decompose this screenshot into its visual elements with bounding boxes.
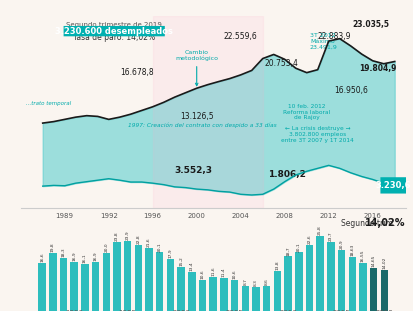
- Text: 1997: Creación del contrato con despido a 33 días: 1997: Creación del contrato con despido …: [128, 122, 276, 128]
- Text: 18,3: 18,3: [62, 247, 65, 257]
- Text: 2005: 2005: [225, 310, 243, 311]
- Bar: [294, 253, 302, 311]
- Bar: [198, 280, 206, 311]
- Bar: [188, 272, 195, 311]
- Text: 2000: 2000: [172, 310, 190, 311]
- Bar: [380, 270, 387, 311]
- Text: Segundo trim.: Segundo trim.: [340, 220, 394, 229]
- Bar: [59, 258, 67, 311]
- Text: 13.126,5: 13.126,5: [180, 112, 214, 121]
- Text: 21,6: 21,6: [147, 238, 151, 247]
- Text: ← La crisis destruye →
3.802.800 empleos
entre 3T 2007 y 1T 2014: ← La crisis destruye → 3.802.800 empleos…: [281, 126, 353, 143]
- Bar: [241, 285, 249, 311]
- Text: 2010: 2010: [278, 310, 296, 311]
- Text: 16,9: 16,9: [72, 251, 76, 261]
- Bar: [81, 264, 88, 311]
- Bar: [326, 242, 334, 311]
- Bar: [369, 268, 377, 311]
- Bar: [220, 278, 227, 311]
- Text: 16.678,8: 16.678,8: [119, 68, 153, 77]
- Bar: [102, 253, 110, 311]
- Text: 11,4: 11,4: [221, 267, 225, 277]
- Text: 2019: 2019: [375, 310, 392, 311]
- Text: 23,8: 23,8: [115, 231, 119, 241]
- Bar: [123, 241, 131, 311]
- Text: 19.804,9: 19.804,9: [358, 64, 396, 73]
- Bar: [316, 236, 323, 311]
- Bar: [252, 287, 259, 311]
- Text: ...trato temporal: ...trato temporal: [26, 100, 71, 105]
- Text: 10,6: 10,6: [200, 270, 204, 279]
- Text: 20,1: 20,1: [157, 242, 161, 252]
- Text: 13,8: 13,8: [275, 260, 279, 270]
- Text: 10 feb. 2012
Reforma laboral
de Rajoy: 10 feb. 2012 Reforma laboral de Rajoy: [282, 104, 330, 120]
- Text: 23,7: 23,7: [328, 231, 332, 241]
- Text: 16,6: 16,6: [40, 252, 44, 262]
- Text: 3.230,6: 3.230,6: [375, 181, 411, 190]
- Bar: [358, 263, 366, 311]
- Text: 22.559,6: 22.559,6: [223, 32, 256, 41]
- Text: 20,9: 20,9: [339, 239, 343, 249]
- Text: 16,9: 16,9: [93, 251, 97, 261]
- Text: 1.806,2: 1.806,2: [268, 170, 305, 179]
- Text: 18,63: 18,63: [349, 244, 354, 256]
- Bar: [134, 244, 142, 311]
- Text: 11,6: 11,6: [211, 267, 215, 276]
- Bar: [152, 16, 262, 208]
- Text: 1990: 1990: [65, 310, 83, 311]
- Text: 3T 2012
Máximo
23.491,9: 3T 2012 Máximo 23.491,9: [309, 33, 336, 50]
- Text: Segundo trimestre de 2019: Segundo trimestre de 2019: [66, 22, 162, 28]
- Text: 2015: 2015: [332, 310, 349, 311]
- Text: 15,2: 15,2: [179, 256, 183, 266]
- Text: 19,8: 19,8: [51, 243, 55, 253]
- Text: 16,55: 16,55: [360, 249, 364, 262]
- Text: 3.230.600 desempleados: 3.230.600 desempleados: [55, 27, 173, 36]
- Bar: [38, 262, 46, 311]
- Bar: [156, 253, 163, 311]
- Text: 10,6: 10,6: [232, 270, 236, 279]
- Bar: [70, 262, 78, 311]
- Text: 14,02: 14,02: [382, 257, 385, 269]
- Bar: [230, 280, 238, 311]
- Text: 22,6: 22,6: [307, 234, 311, 244]
- Bar: [177, 267, 185, 311]
- Bar: [305, 245, 313, 311]
- Text: 23,9: 23,9: [126, 231, 129, 240]
- Text: 20,0: 20,0: [104, 242, 108, 252]
- Bar: [284, 257, 291, 311]
- Text: 13,4: 13,4: [190, 262, 193, 271]
- Text: 8,7: 8,7: [243, 278, 247, 285]
- Text: 23.035,5: 23.035,5: [351, 20, 388, 29]
- Bar: [92, 262, 99, 311]
- Text: 22.883,9: 22.883,9: [317, 32, 350, 41]
- Bar: [209, 277, 216, 311]
- Bar: [348, 257, 355, 311]
- Text: Tasa de paro: 14,02%: Tasa de paro: 14,02%: [73, 33, 155, 42]
- Text: 18,7: 18,7: [285, 246, 290, 256]
- Bar: [273, 271, 280, 311]
- FancyBboxPatch shape: [380, 177, 406, 193]
- Text: 17,9: 17,9: [168, 248, 172, 258]
- Text: 1995: 1995: [119, 310, 136, 311]
- Text: Cambio
metodológico: Cambio metodológico: [175, 50, 218, 86]
- Bar: [337, 250, 344, 311]
- Text: 20.753,4: 20.753,4: [264, 59, 298, 68]
- Bar: [113, 242, 121, 311]
- FancyBboxPatch shape: [64, 26, 164, 36]
- Bar: [166, 259, 174, 311]
- Text: 25,8: 25,8: [318, 225, 321, 235]
- Text: 3.552,3: 3.552,3: [174, 166, 212, 175]
- Text: 14,65: 14,65: [371, 255, 375, 267]
- Text: 8,6: 8,6: [264, 278, 268, 285]
- Text: 14,02%: 14,02%: [364, 218, 405, 229]
- Text: 16.950,6: 16.950,6: [333, 86, 367, 95]
- Bar: [262, 286, 270, 311]
- Text: 8,3: 8,3: [254, 279, 257, 286]
- Bar: [145, 248, 152, 311]
- Text: 20,1: 20,1: [296, 242, 300, 252]
- Text: 16,1: 16,1: [83, 253, 87, 263]
- Text: 22,8: 22,8: [136, 234, 140, 244]
- Bar: [49, 253, 57, 311]
